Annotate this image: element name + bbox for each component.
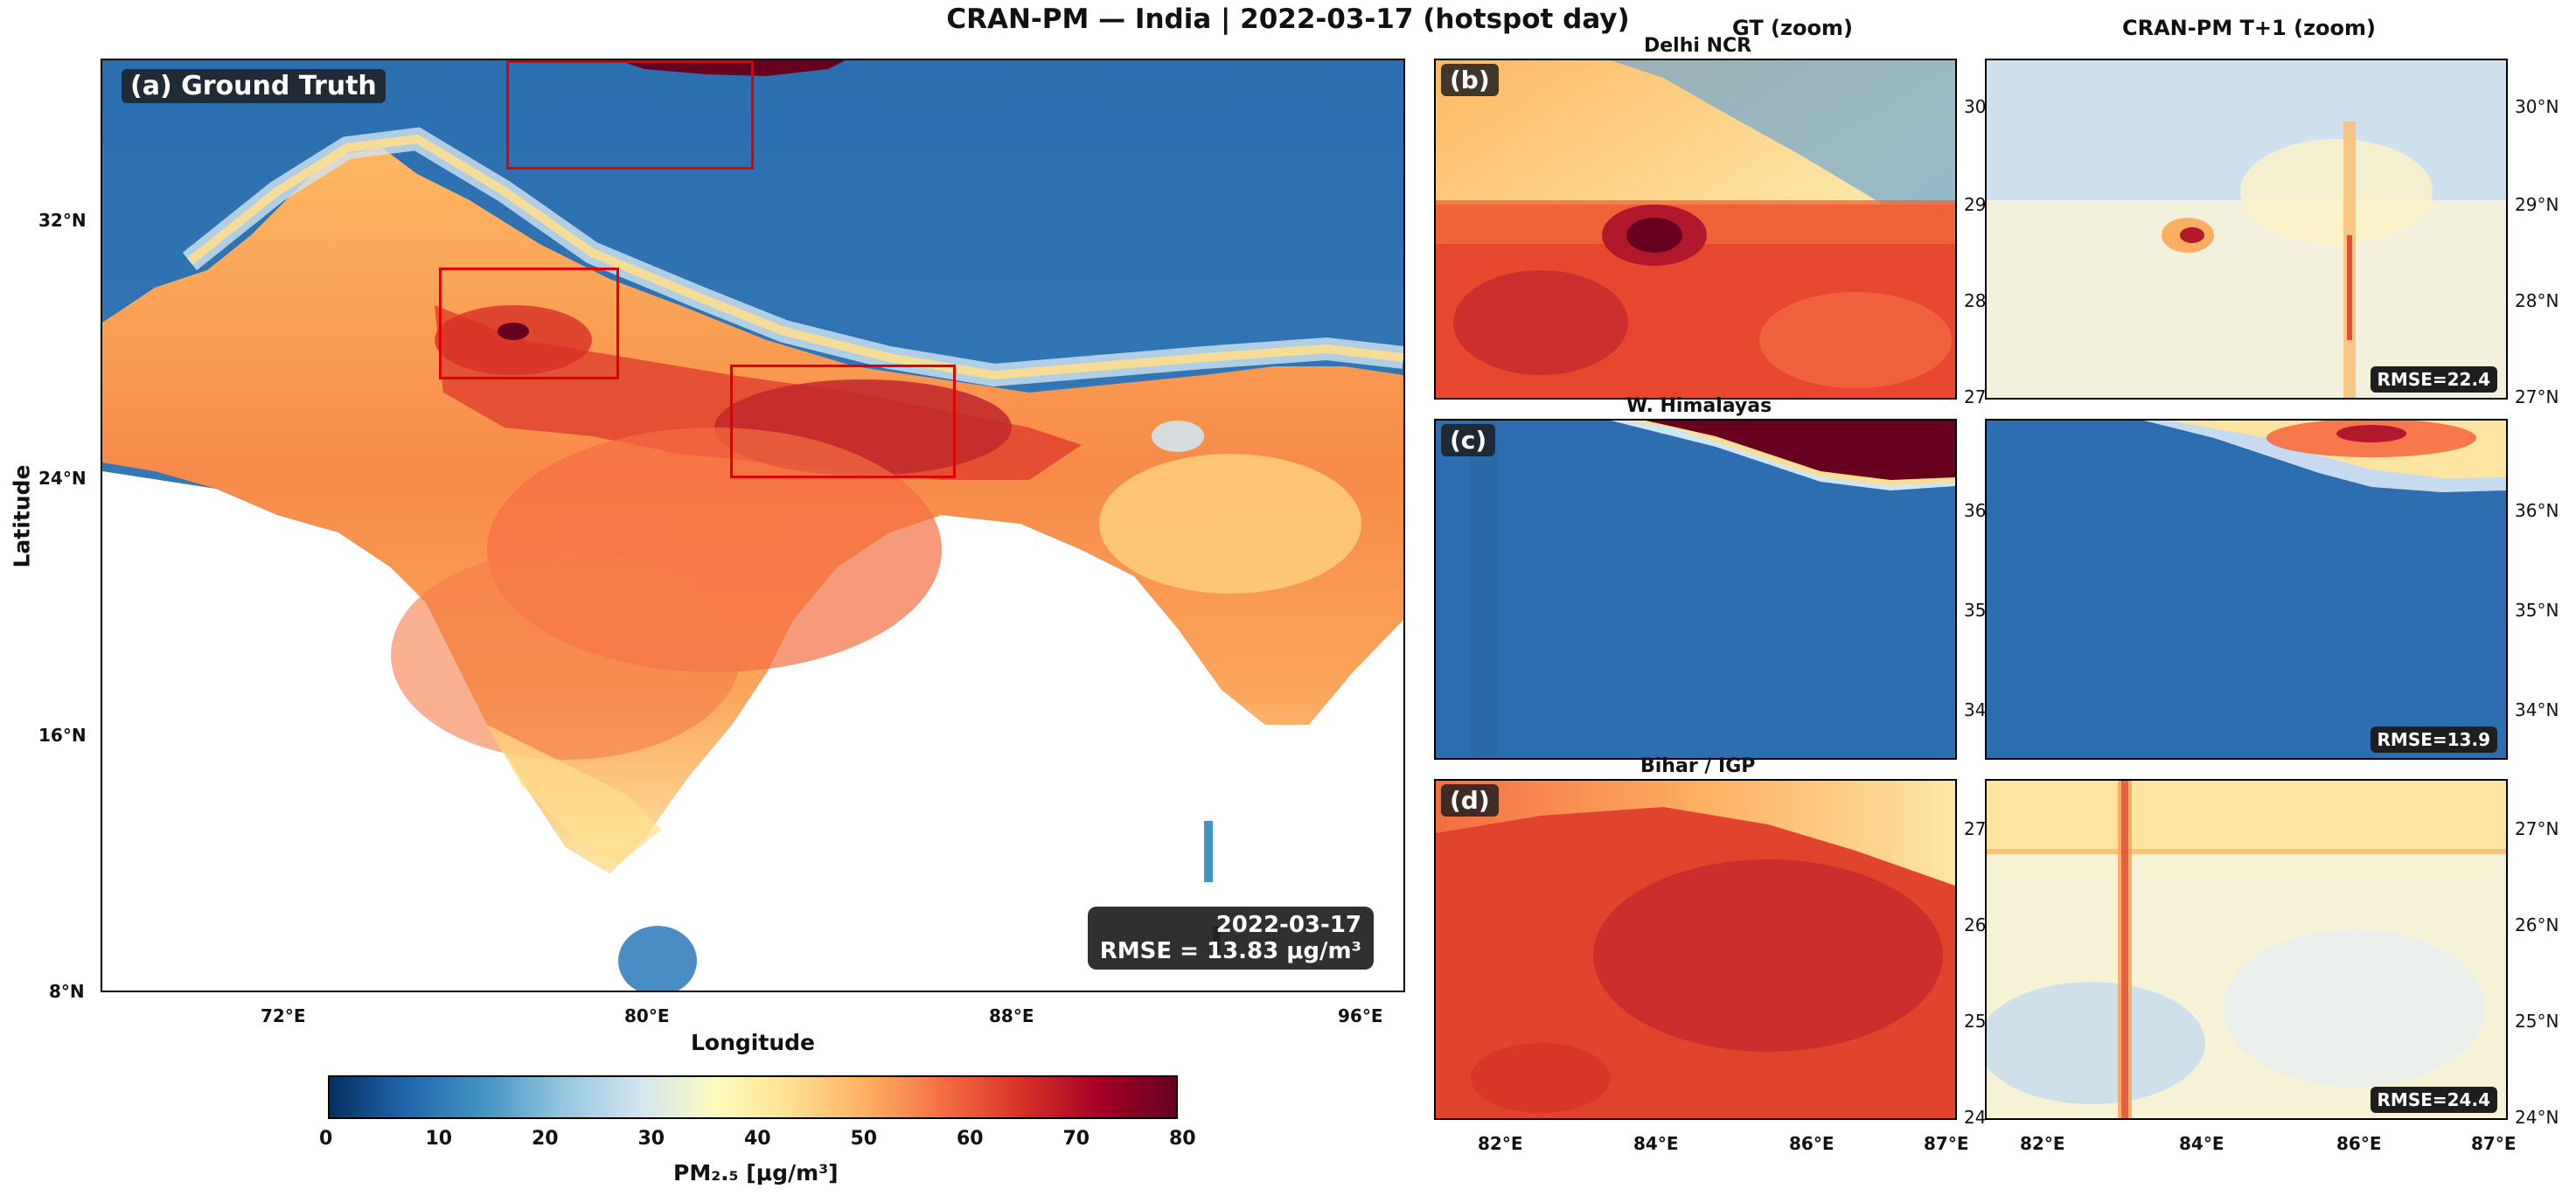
colorbar-gradient — [330, 1077, 1176, 1117]
colorbar-tick-50: 50 — [850, 1128, 878, 1150]
pred-d-ytick-2: 25°N — [2515, 1011, 2559, 1032]
gt-d-ytick-3: 24 — [1964, 1107, 1987, 1128]
rmse-badge-d: RMSE=24.4 — [2370, 1087, 2497, 1113]
gt-zoom-bihar[interactable]: (d) — [1434, 779, 1957, 1120]
pred-b-ytick-2: 28°N — [2515, 290, 2559, 311]
gt-d-ytick-1: 26 — [1964, 914, 1987, 935]
zoom-box-bihar — [730, 365, 956, 478]
gt-b-ytick-2: 28 — [1964, 290, 1987, 311]
colorbar-label: PM₂.₅ [μg/m³] — [673, 1160, 839, 1186]
pred-xtick-84: 84°E — [2179, 1133, 2224, 1154]
gt-zoom-delhi[interactable]: (b) — [1434, 59, 1957, 400]
column-title-gt: GT (zoom) — [1732, 16, 1853, 40]
gt-xtick-82: 82°E — [1478, 1133, 1523, 1154]
y-axis-label: Latitude — [9, 464, 35, 568]
gt-d-ytick-0: 27 — [1964, 818, 1987, 839]
gt-c-ytick-2: 34 — [1964, 699, 1987, 720]
main-panel-label: (a) Ground Truth — [122, 69, 386, 103]
pred-zoom-himalayas[interactable]: RMSE=13.9 — [1985, 419, 2508, 760]
zoom-box-delhi — [439, 268, 619, 379]
colorbar-tick-80: 80 — [1169, 1128, 1196, 1150]
main-info-box: 2022-03-17 RMSE = 13.83 μg/m³ — [1087, 907, 1374, 970]
figure-title: CRAN-PM — India | 2022-03-17 (hotspot da… — [946, 3, 1630, 35]
y-tick-32: 32°N — [38, 210, 87, 231]
pred-b-ytick-3: 27°N — [2515, 386, 2559, 407]
pred-d-ytick-0: 27°N — [2515, 818, 2559, 839]
y-tick-24: 24°N — [38, 468, 87, 489]
pred-zoom-delhi[interactable]: RMSE=22.4 — [1985, 59, 2508, 400]
pred-b-ytick-0: 30°N — [2515, 96, 2559, 117]
x-tick-72: 72°E — [261, 1005, 306, 1026]
colorbar-tick-30: 30 — [637, 1128, 665, 1150]
gt-xtick-84: 84°E — [1633, 1133, 1679, 1154]
zoom-label-d: (d) — [1441, 784, 1499, 817]
region-title-himalayas: W. Himalayas — [1626, 395, 1772, 417]
x-axis-label: Longitude — [691, 1030, 815, 1055]
colorbar-tick-40: 40 — [744, 1128, 771, 1150]
main-map-panel[interactable]: (a) Ground Truth 2022-03-17 RMSE = 13.83… — [101, 59, 1405, 992]
gt-b-ytick-3: 27 — [1964, 386, 1987, 407]
colorbar-tick-10: 10 — [425, 1128, 453, 1150]
pred-xtick-87: 87°E — [2471, 1133, 2517, 1154]
main-map-canvas — [102, 60, 1403, 991]
pred-zoom-delhi-canvas — [1987, 60, 2506, 398]
colorbar-tick-60: 60 — [957, 1128, 984, 1150]
gt-zoom-himalayas[interactable]: (c) — [1434, 419, 1957, 760]
y-tick-8: 8°N — [49, 981, 85, 1002]
zoom-label-b: (b) — [1441, 64, 1499, 96]
gt-xtick-86: 86°E — [1789, 1133, 1835, 1154]
pred-c-ytick-0: 36°N — [2515, 500, 2559, 521]
pred-zoom-bihar[interactable]: RMSE=24.4 — [1985, 779, 2508, 1120]
pred-xtick-86: 86°E — [2336, 1133, 2382, 1154]
rmse-badge-b: RMSE=22.4 — [2370, 366, 2497, 393]
gt-d-ytick-2: 25 — [1964, 1011, 1987, 1032]
x-tick-88: 88°E — [989, 1005, 1034, 1026]
column-title-pred: CRAN-PM T+1 (zoom) — [2122, 16, 2376, 40]
pred-xtick-82: 82°E — [2020, 1133, 2065, 1154]
pred-c-ytick-1: 35°N — [2515, 600, 2559, 621]
gt-zoom-delhi-canvas — [1436, 60, 1955, 398]
pred-zoom-himalayas-canvas — [1987, 421, 2506, 758]
rmse-badge-c: RMSE=13.9 — [2370, 727, 2497, 753]
colorbar-ticks: 0 10 20 30 40 50 60 70 80 — [319, 1128, 1196, 1154]
gt-c-ytick-0: 36 — [1964, 500, 1987, 521]
gt-zoom-himalayas-canvas — [1436, 421, 1955, 758]
gt-c-ytick-1: 35 — [1964, 600, 1987, 621]
gt-xtick-87: 87°E — [1924, 1133, 1969, 1154]
info-rmse: RMSE = 13.83 μg/m³ — [1099, 938, 1361, 964]
pred-zoom-bihar-canvas — [1987, 781, 2506, 1118]
pred-c-ytick-2: 34°N — [2515, 699, 2559, 720]
y-tick-16: 16°N — [38, 725, 87, 746]
pred-d-ytick-3: 24°N — [2515, 1107, 2559, 1128]
zoom-label-c: (c) — [1441, 424, 1496, 456]
colorbar-tick-20: 20 — [532, 1128, 559, 1150]
colorbar — [328, 1075, 1178, 1119]
zoom-box-himalayas — [506, 60, 754, 170]
region-title-delhi: Delhi NCR — [1644, 35, 1752, 57]
gt-zoom-bihar-canvas — [1436, 781, 1955, 1118]
pred-d-ytick-1: 26°N — [2515, 914, 2559, 935]
colorbar-tick-0: 0 — [319, 1128, 333, 1150]
x-tick-80: 80°E — [624, 1005, 670, 1026]
gt-b-ytick-0: 30 — [1964, 96, 1987, 117]
info-date: 2022-03-17 — [1215, 912, 1361, 938]
colorbar-tick-70: 70 — [1062, 1128, 1090, 1150]
pred-b-ytick-1: 29°N — [2515, 194, 2559, 215]
region-title-bihar: Bihar / IGP — [1640, 755, 1756, 777]
x-tick-96: 96°E — [1338, 1005, 1383, 1026]
gt-b-ytick-1: 29 — [1964, 194, 1987, 215]
